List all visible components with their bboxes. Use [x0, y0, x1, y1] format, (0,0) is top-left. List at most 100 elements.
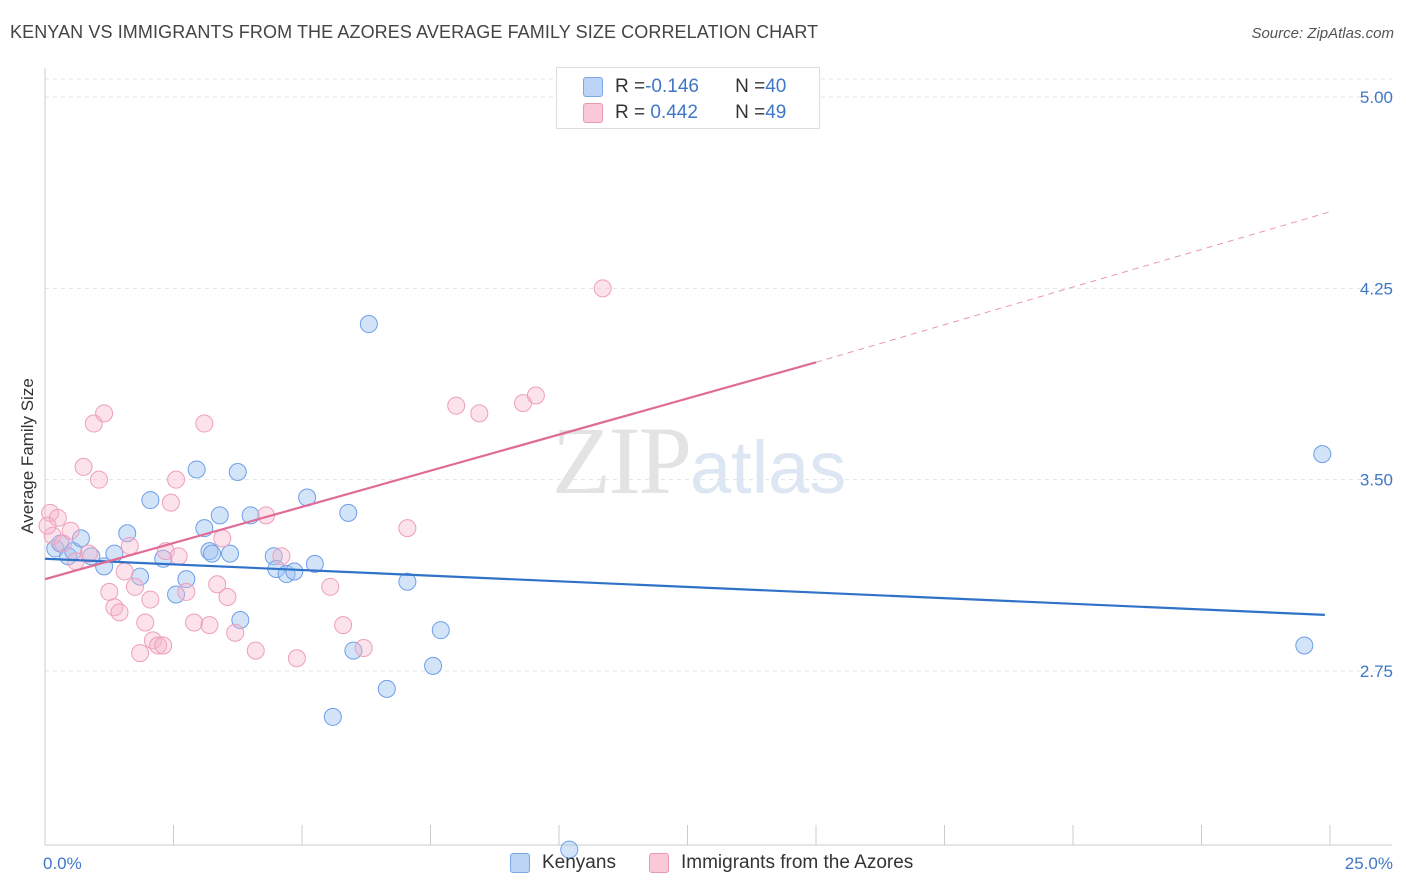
point-azores — [593, 279, 612, 298]
point-azores — [195, 414, 214, 433]
legend-row-azores: R = 0.442 N = 49 — [583, 101, 786, 125]
point-azores — [154, 636, 173, 655]
y-tick-label: 4.25 — [1360, 279, 1393, 298]
point-azores — [61, 521, 80, 540]
legend-label-kenyans: Kenyans — [542, 852, 616, 873]
point-kenyans — [377, 679, 396, 698]
point-azores — [246, 641, 265, 660]
point-azores — [334, 616, 353, 635]
point-kenyans — [560, 840, 579, 859]
point-azores — [125, 577, 144, 596]
point-kenyans — [71, 529, 90, 548]
point-azores — [200, 616, 219, 635]
point-azores — [287, 649, 306, 668]
data-points — [38, 279, 1332, 859]
legend-r-value: -0.146 — [645, 76, 699, 97]
point-azores — [526, 386, 545, 405]
point-kenyans — [210, 506, 229, 525]
point-azores — [149, 636, 168, 655]
point-azores — [447, 396, 466, 415]
point-azores — [74, 457, 93, 476]
point-azores — [213, 529, 232, 548]
point-azores — [218, 588, 237, 607]
point-azores — [89, 470, 108, 489]
point-kenyans — [221, 544, 240, 563]
trend-extension-azores — [815, 211, 1331, 363]
kenyans-swatch — [510, 853, 530, 873]
watermark-atlas: atlas — [690, 426, 847, 509]
correlation-legend: R = -0.146 N = 40 R = 0.442 N = 49 — [556, 67, 820, 129]
point-azores — [226, 623, 245, 642]
point-kenyans — [323, 707, 342, 726]
point-azores — [115, 562, 134, 581]
legend-r-value: 0.442 — [645, 102, 698, 123]
watermark-zip: ZIP — [552, 407, 692, 514]
point-azores — [48, 508, 67, 527]
point-kenyans — [431, 621, 450, 640]
point-kenyans — [285, 562, 304, 581]
point-kenyans — [177, 570, 196, 589]
point-azores — [141, 590, 160, 609]
point-azores — [169, 547, 188, 566]
point-azores — [272, 547, 291, 566]
point-azores — [398, 519, 417, 538]
point-azores — [208, 575, 227, 594]
point-azores — [354, 639, 373, 658]
trend-line-kenyans — [44, 557, 1325, 616]
point-kenyans — [1313, 445, 1332, 464]
x-tick-label-start: 0.0% — [43, 854, 82, 873]
point-azores — [143, 631, 162, 650]
point-kenyans — [200, 542, 219, 561]
point-azores — [185, 613, 204, 632]
point-kenyans — [141, 491, 160, 510]
legend-label-azores: Immigrants from the Azores — [681, 852, 914, 873]
series-legend: Kenyans Immigrants from the Azores — [0, 852, 1406, 878]
legend-item-azores: Immigrants from the Azores — [649, 852, 913, 874]
point-azores — [105, 598, 124, 617]
point-azores — [95, 404, 114, 423]
y-tick-label: 5.00 — [1360, 88, 1393, 107]
point-azores — [79, 544, 98, 563]
point-kenyans — [344, 641, 363, 660]
point-kenyans — [228, 463, 247, 482]
legend-r-label: R = — [615, 102, 646, 123]
point-kenyans — [398, 572, 417, 591]
point-azores — [38, 516, 57, 535]
point-azores — [167, 470, 186, 489]
legend-n-label: N = — [735, 76, 766, 97]
point-azores — [110, 603, 129, 622]
source-label: Source: ZipAtlas.com — [1251, 25, 1394, 42]
legend-row-kenyans: R = -0.146 N = 40 — [583, 75, 786, 99]
y-tick-label: 2.75 — [1360, 662, 1393, 681]
point-kenyans — [203, 544, 222, 563]
point-azores — [177, 582, 196, 601]
trend-lines — [44, 211, 1331, 616]
grid-lines — [45, 78, 1392, 672]
point-azores — [43, 526, 62, 545]
y-tick-label: 3.50 — [1360, 471, 1393, 490]
point-azores — [136, 613, 155, 632]
point-azores — [120, 536, 139, 555]
point-kenyans — [359, 315, 378, 334]
point-azores — [131, 644, 150, 663]
azores-swatch — [649, 853, 669, 873]
watermark: ZIPatlas — [552, 405, 846, 516]
point-azores — [161, 493, 180, 512]
x-tick-label-end: 25.0% — [1345, 854, 1393, 873]
y-axis-title: Average Family Size — [18, 378, 37, 534]
point-kenyans — [424, 656, 443, 675]
legend-item-kenyans: Kenyans — [510, 852, 616, 874]
legend-n-label: N = — [735, 102, 766, 123]
point-kenyans — [1295, 636, 1314, 655]
chart-title: KENYAN VS IMMIGRANTS FROM THE AZORES AVE… — [10, 22, 819, 42]
point-azores — [100, 582, 119, 601]
point-azores — [470, 404, 489, 423]
legend-n-value: 40 — [765, 76, 787, 97]
point-kenyans — [187, 460, 206, 479]
kenyans-swatch — [583, 77, 603, 97]
point-azores — [321, 577, 340, 596]
legend-r-label: R = — [615, 76, 646, 97]
trend-line-azores — [44, 361, 817, 581]
legend-n-value: 49 — [765, 102, 787, 123]
